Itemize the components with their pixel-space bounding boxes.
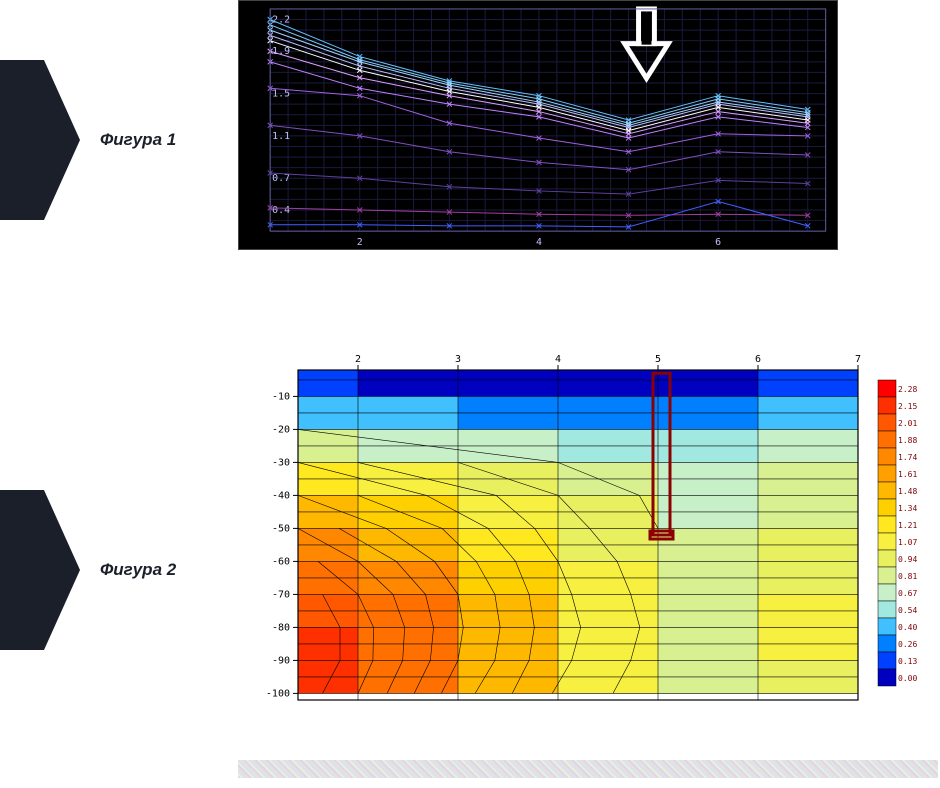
svg-text:3: 3 bbox=[455, 354, 461, 365]
svg-text:2: 2 bbox=[355, 354, 361, 365]
svg-text:2: 2 bbox=[357, 237, 363, 248]
svg-text:-20: -20 bbox=[272, 424, 290, 435]
svg-text:0.4: 0.4 bbox=[272, 205, 290, 216]
svg-text:1.21: 1.21 bbox=[898, 521, 917, 530]
svg-text:1.1: 1.1 bbox=[272, 131, 290, 142]
svg-text:0.00: 0.00 bbox=[898, 674, 917, 683]
svg-text:0.13: 0.13 bbox=[898, 657, 917, 666]
svg-text:1.74: 1.74 bbox=[898, 453, 917, 462]
svg-text:-60: -60 bbox=[272, 556, 290, 567]
svg-text:1.88: 1.88 bbox=[898, 436, 917, 445]
pointer-shape bbox=[0, 60, 80, 220]
svg-text:5: 5 bbox=[655, 354, 661, 365]
svg-text:7: 7 bbox=[855, 354, 861, 365]
figure1-svg: 0.40.71.11.51.92.2246 bbox=[239, 1, 837, 249]
svg-text:1.07: 1.07 bbox=[898, 538, 917, 547]
svg-text:1.48: 1.48 bbox=[898, 487, 917, 496]
svg-text:0.7: 0.7 bbox=[272, 173, 290, 184]
svg-text:0.54: 0.54 bbox=[898, 606, 917, 615]
svg-text:4: 4 bbox=[536, 237, 542, 248]
pointer-shape bbox=[0, 490, 80, 650]
svg-text:-100: -100 bbox=[266, 688, 290, 699]
svg-text:-70: -70 bbox=[272, 589, 290, 600]
figure1-label: Фигура 1 bbox=[100, 130, 176, 150]
svg-text:4: 4 bbox=[555, 354, 561, 365]
figure1-pointer: Фигура 1 bbox=[0, 60, 176, 220]
svg-text:-40: -40 bbox=[272, 490, 290, 501]
svg-text:2.15: 2.15 bbox=[898, 402, 917, 411]
svg-text:-50: -50 bbox=[272, 523, 290, 534]
svg-text:1.34: 1.34 bbox=[898, 504, 917, 513]
svg-text:0.40: 0.40 bbox=[898, 623, 917, 632]
svg-text:-90: -90 bbox=[272, 655, 290, 666]
figure2-label: Фигура 2 bbox=[100, 560, 176, 580]
figure2-pointer: Фигура 2 bbox=[0, 490, 176, 650]
figure2-svg: 2 3 4 5 6 7 -10 -20 -30 -40 -50 -60 -70 -80 -90 -100 2.2… bbox=[238, 350, 938, 730]
svg-text:0.94: 0.94 bbox=[898, 555, 917, 564]
svg-text:0.67: 0.67 bbox=[898, 589, 917, 598]
svg-text:-30: -30 bbox=[272, 457, 290, 468]
svg-text:2.01: 2.01 bbox=[898, 419, 917, 428]
figure1-chart: 0.40.71.11.51.92.2246 bbox=[238, 0, 838, 250]
svg-text:6: 6 bbox=[755, 354, 761, 365]
noise-strip bbox=[238, 760, 938, 778]
figure2-chart: 2 3 4 5 6 7 -10 -20 -30 -40 -50 -60 -70 -80 -90 -100 2.2… bbox=[238, 350, 938, 730]
svg-text:-10: -10 bbox=[272, 391, 290, 402]
svg-text:0.26: 0.26 bbox=[898, 640, 917, 649]
svg-text:1.9: 1.9 bbox=[272, 46, 290, 57]
svg-text:-80: -80 bbox=[272, 622, 290, 633]
svg-text:1.61: 1.61 bbox=[898, 470, 917, 479]
svg-text:0.81: 0.81 bbox=[898, 572, 917, 581]
svg-text:2.28: 2.28 bbox=[898, 385, 917, 394]
svg-text:6: 6 bbox=[715, 237, 721, 248]
